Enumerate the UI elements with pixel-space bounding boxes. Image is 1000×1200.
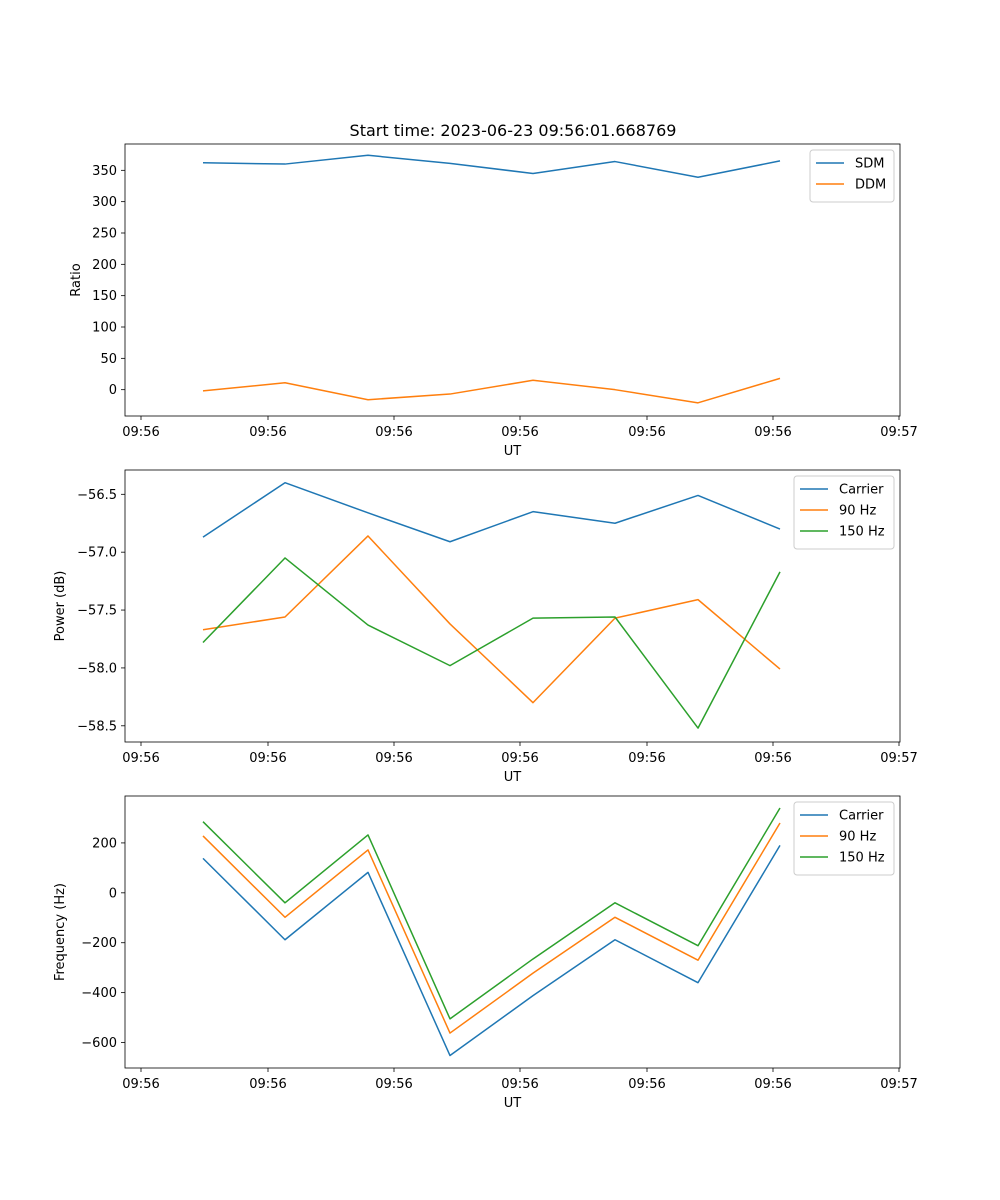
y-tick-label: 100 [92,321,117,336]
x-tick-label: 09:56 [375,1077,412,1092]
x-tick-label: 09:56 [501,1077,538,1092]
y-tick-label: −400 [81,986,117,1001]
y-tick-label: 0 [109,886,117,901]
x-tick-label: 09:56 [122,1077,159,1092]
subplot-2: 09:56 09:56 09:56 09:56 09:56 09:56 09:57 UT −58… [53,469,918,785]
x-tick-label: 09:56 [628,425,665,440]
subplot-1: 09:56 09:56 09:56 09:56 09:56 09:56 09:57 UT 0 50… [69,143,918,459]
x-tick-label: 09:56 [754,1077,791,1092]
y-tick-label: −57.0 [77,546,117,561]
axes-frame [124,469,901,743]
series-line-150-hz [202,807,781,1020]
series-line-150-hz [202,557,781,729]
legend: Carrier 90 Hz 150 Hz [793,475,895,550]
x-tick-label: 09:56 [249,1077,286,1092]
legend-entry: Carrier [839,809,884,824]
x-tick-label: 09:56 [501,425,538,440]
series-line-ddm [202,377,781,404]
y-tick-label: 350 [92,164,117,179]
x-tick-label: 09:56 [628,751,665,766]
y-tick-label: −58.5 [77,719,117,734]
x-tick-label: 09:56 [375,425,412,440]
x-tick-label: 09:56 [122,751,159,766]
series-line-90-hz [202,535,781,704]
y-tick-label: 50 [100,352,117,367]
x-tick-label: 09:56 [754,425,791,440]
x-tick-label: 09:57 [880,425,917,440]
x-tick-label: 09:57 [880,751,917,766]
axes-frame [124,795,901,1069]
y-axis-label: Power (dB) [53,571,68,642]
y-tick-label: −56.5 [77,488,117,503]
x-tick-label: 09:56 [628,1077,665,1092]
legend-entry: 150 Hz [839,851,885,866]
y-tick-label: 200 [92,258,117,273]
subplot-3: 09:56 09:56 09:56 09:56 09:56 09:56 09:57 UT −60… [53,795,918,1111]
x-tick-label: 09:56 [249,425,286,440]
legend-entry: 90 Hz [839,504,876,519]
x-tick-label: 09:57 [880,1077,917,1092]
series-line-sdm [202,154,781,178]
y-tick-label: −600 [81,1036,117,1051]
legend-entry: 90 Hz [839,830,876,845]
chart-title: Start time: 2023-06-23 09:56:01.668769 [350,121,677,140]
x-axis-label: UT [504,444,522,459]
x-tick-label: 09:56 [375,751,412,766]
y-tick-label: −200 [81,936,117,951]
y-axis-label: Ratio [69,263,84,296]
x-axis-label: UT [504,1096,522,1111]
series-line-90-hz [202,822,781,1034]
legend: Carrier 90 Hz 150 Hz [793,801,895,876]
series-line-carrier [202,845,781,1057]
y-axis-label: Frequency (Hz) [53,883,68,981]
x-tick-label: 09:56 [754,751,791,766]
y-tick-label: 300 [92,195,117,210]
x-axis-label: UT [504,770,522,785]
legend-entry: DDM [855,178,886,193]
y-tick-label: 200 [92,836,117,851]
legend-entry: 150 Hz [839,525,885,540]
axes-frame [124,143,901,417]
x-tick-label: 09:56 [122,425,159,440]
series-line-carrier [202,481,781,543]
y-tick-label: 0 [109,383,117,398]
y-tick-label: −58.0 [77,661,117,676]
legend-entry: SDM [855,157,884,172]
legend-entry: Carrier [839,483,884,498]
x-tick-label: 09:56 [249,751,286,766]
legend: SDM DDM [809,149,895,203]
subplots: 09:56 09:56 09:56 09:56 09:56 09:56 09:57 UT 0 50… [53,143,918,1111]
y-tick-label: −57.5 [77,604,117,619]
y-tick-label: 150 [92,289,117,304]
x-tick-label: 09:56 [501,751,538,766]
y-tick-label: 250 [92,226,117,241]
